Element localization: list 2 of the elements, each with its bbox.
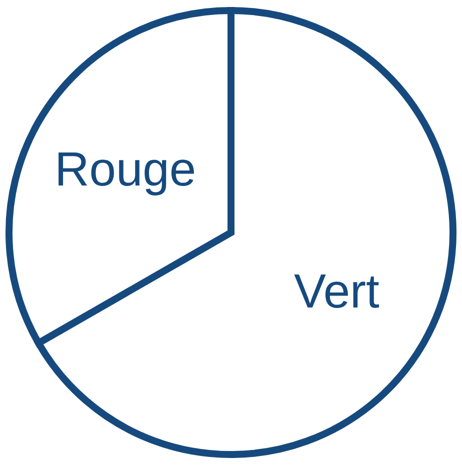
slice-label: Vert <box>294 266 380 319</box>
slice-label: Rouge <box>54 143 196 196</box>
